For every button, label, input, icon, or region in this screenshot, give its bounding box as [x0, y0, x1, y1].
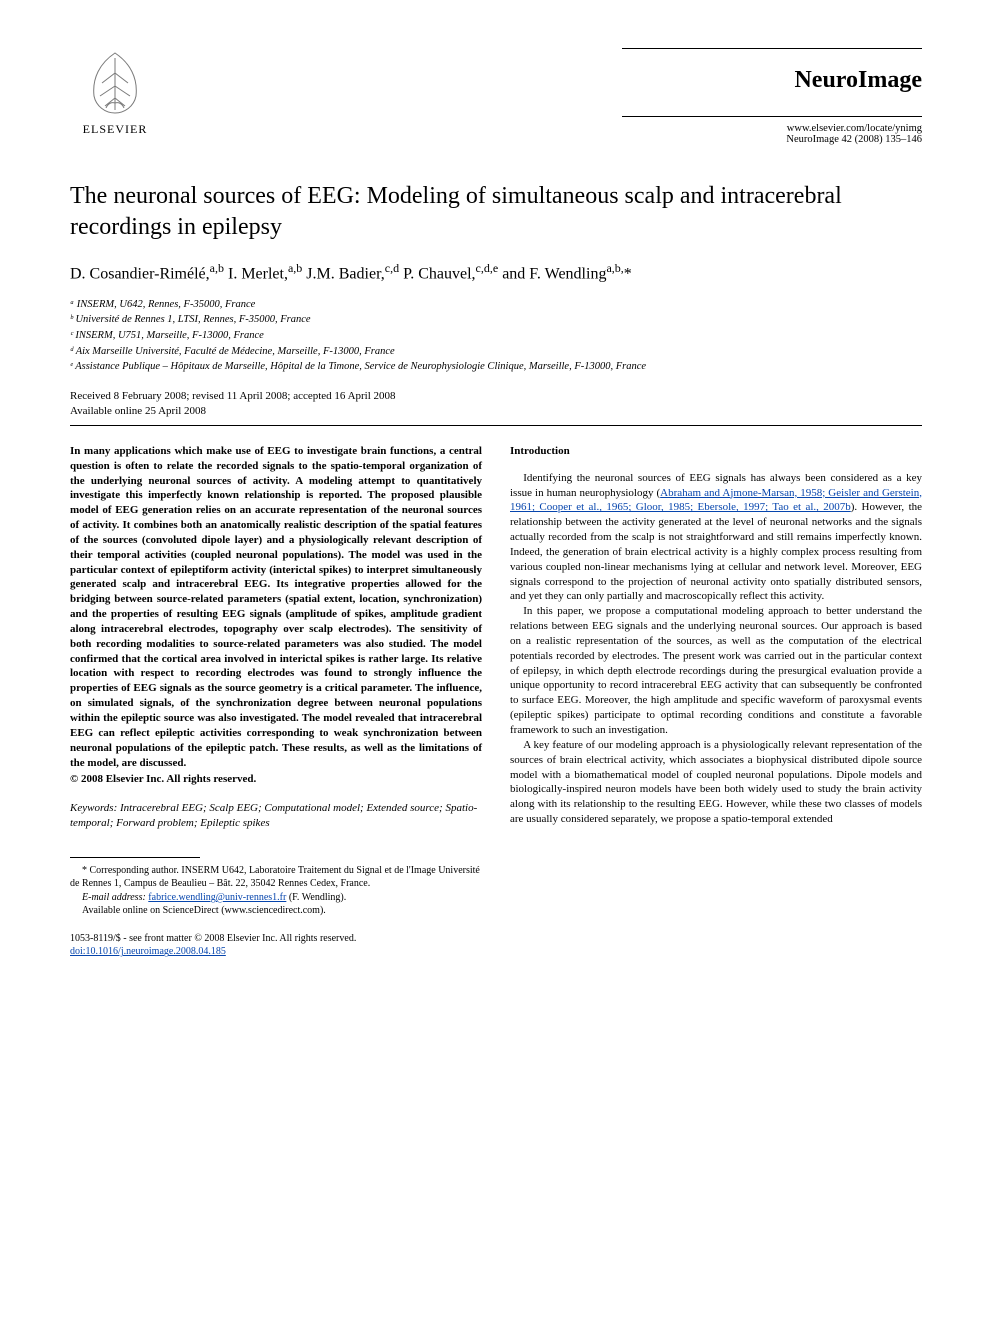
affiliations-block: ᵃ INSERM, U642, Rennes, F-35000, France … [70, 298, 922, 375]
front-matter-block: 1053-8119/$ - see front matter © 2008 El… [70, 932, 482, 959]
footnotes-block: * Corresponding author. INSERM U642, Lab… [70, 864, 482, 918]
publisher-logo-block: ELSEVIER [70, 48, 160, 137]
right-column: Introduction Identifying the neuronal so… [510, 444, 922, 959]
footnote-separator [70, 857, 200, 858]
doi-link[interactable]: doi:10.1016/j.neuroimage.2008.04.185 [70, 946, 226, 957]
abstract-copyright: © 2008 Elsevier Inc. All rights reserved… [70, 772, 482, 787]
journal-name: NeuroImage [794, 67, 922, 94]
received-line: Received 8 February 2008; revised 11 Apr… [70, 389, 922, 404]
journal-rule-bottom [622, 116, 922, 117]
available-line: Available online 25 April 2008 [70, 404, 922, 419]
affiliation: ᵈ Aix Marseille Université, Faculté de M… [70, 345, 922, 360]
journal-url: www.elsevier.com/locate/ynimg [787, 123, 922, 134]
two-column-body: In many applications which make use of E… [70, 444, 922, 959]
corresponding-author-note: * Corresponding author. INSERM U642, Lab… [70, 864, 482, 891]
journal-block: NeuroImage www.elsevier.com/locate/ynimg… [622, 48, 922, 145]
article-title: The neuronal sources of EEG: Modeling of… [70, 181, 922, 243]
email-line: E-mail address: fabrice.wendling@univ-re… [70, 891, 482, 905]
introduction-heading: Introduction [510, 444, 922, 459]
doi-line: doi:10.1016/j.neuroimage.2008.04.185 [70, 945, 482, 959]
intro-paragraph-1: Identifying the neuronal sources of EEG … [510, 471, 922, 605]
email-label: E-mail address: [82, 892, 146, 903]
intro-paragraph-2: In this paper, we propose a computationa… [510, 604, 922, 738]
journal-rule-top [622, 48, 922, 49]
authors-line: D. Cosandier-Rimélé,a,b I. Merlet,a,b J.… [70, 261, 922, 283]
divider [70, 425, 922, 426]
sciencedirect-note: Available online on ScienceDirect (www.s… [70, 904, 482, 918]
affiliation: ᵇ Université de Rennes 1, LTSI, Rennes, … [70, 313, 922, 328]
email-suffix: (F. Wendling). [286, 892, 346, 903]
keywords-label: Keywords: [70, 802, 117, 814]
keywords-block: Keywords: Intracerebral EEG; Scalp EEG; … [70, 801, 482, 831]
elsevier-tree-icon [80, 48, 150, 118]
front-matter-line: 1053-8119/$ - see front matter © 2008 El… [70, 932, 482, 946]
intro-p1-post: ). However, the relationship between the… [510, 501, 922, 602]
keywords-text: Intracerebral EEG; Scalp EEG; Computatio… [70, 802, 477, 829]
intro-paragraph-3: A key feature of our modeling approach i… [510, 738, 922, 827]
publisher-label: ELSEVIER [83, 122, 148, 137]
journal-citation: NeuroImage 42 (2008) 135–146 [786, 134, 922, 145]
corresponding-email-link[interactable]: fabrice.wendling@univ-rennes1.fr [148, 892, 286, 903]
abstract-text: In many applications which make use of E… [70, 444, 482, 771]
history-dates: Received 8 February 2008; revised 11 Apr… [70, 389, 922, 419]
affiliation: ᵃ INSERM, U642, Rennes, F-35000, France [70, 298, 922, 313]
page-header: ELSEVIER NeuroImage www.elsevier.com/loc… [70, 48, 922, 153]
affiliation: ᵉ Assistance Publique – Hôpitaux de Mars… [70, 360, 922, 375]
left-column: In many applications which make use of E… [70, 444, 482, 959]
affiliation: ᶜ INSERM, U751, Marseille, F-13000, Fran… [70, 329, 922, 344]
